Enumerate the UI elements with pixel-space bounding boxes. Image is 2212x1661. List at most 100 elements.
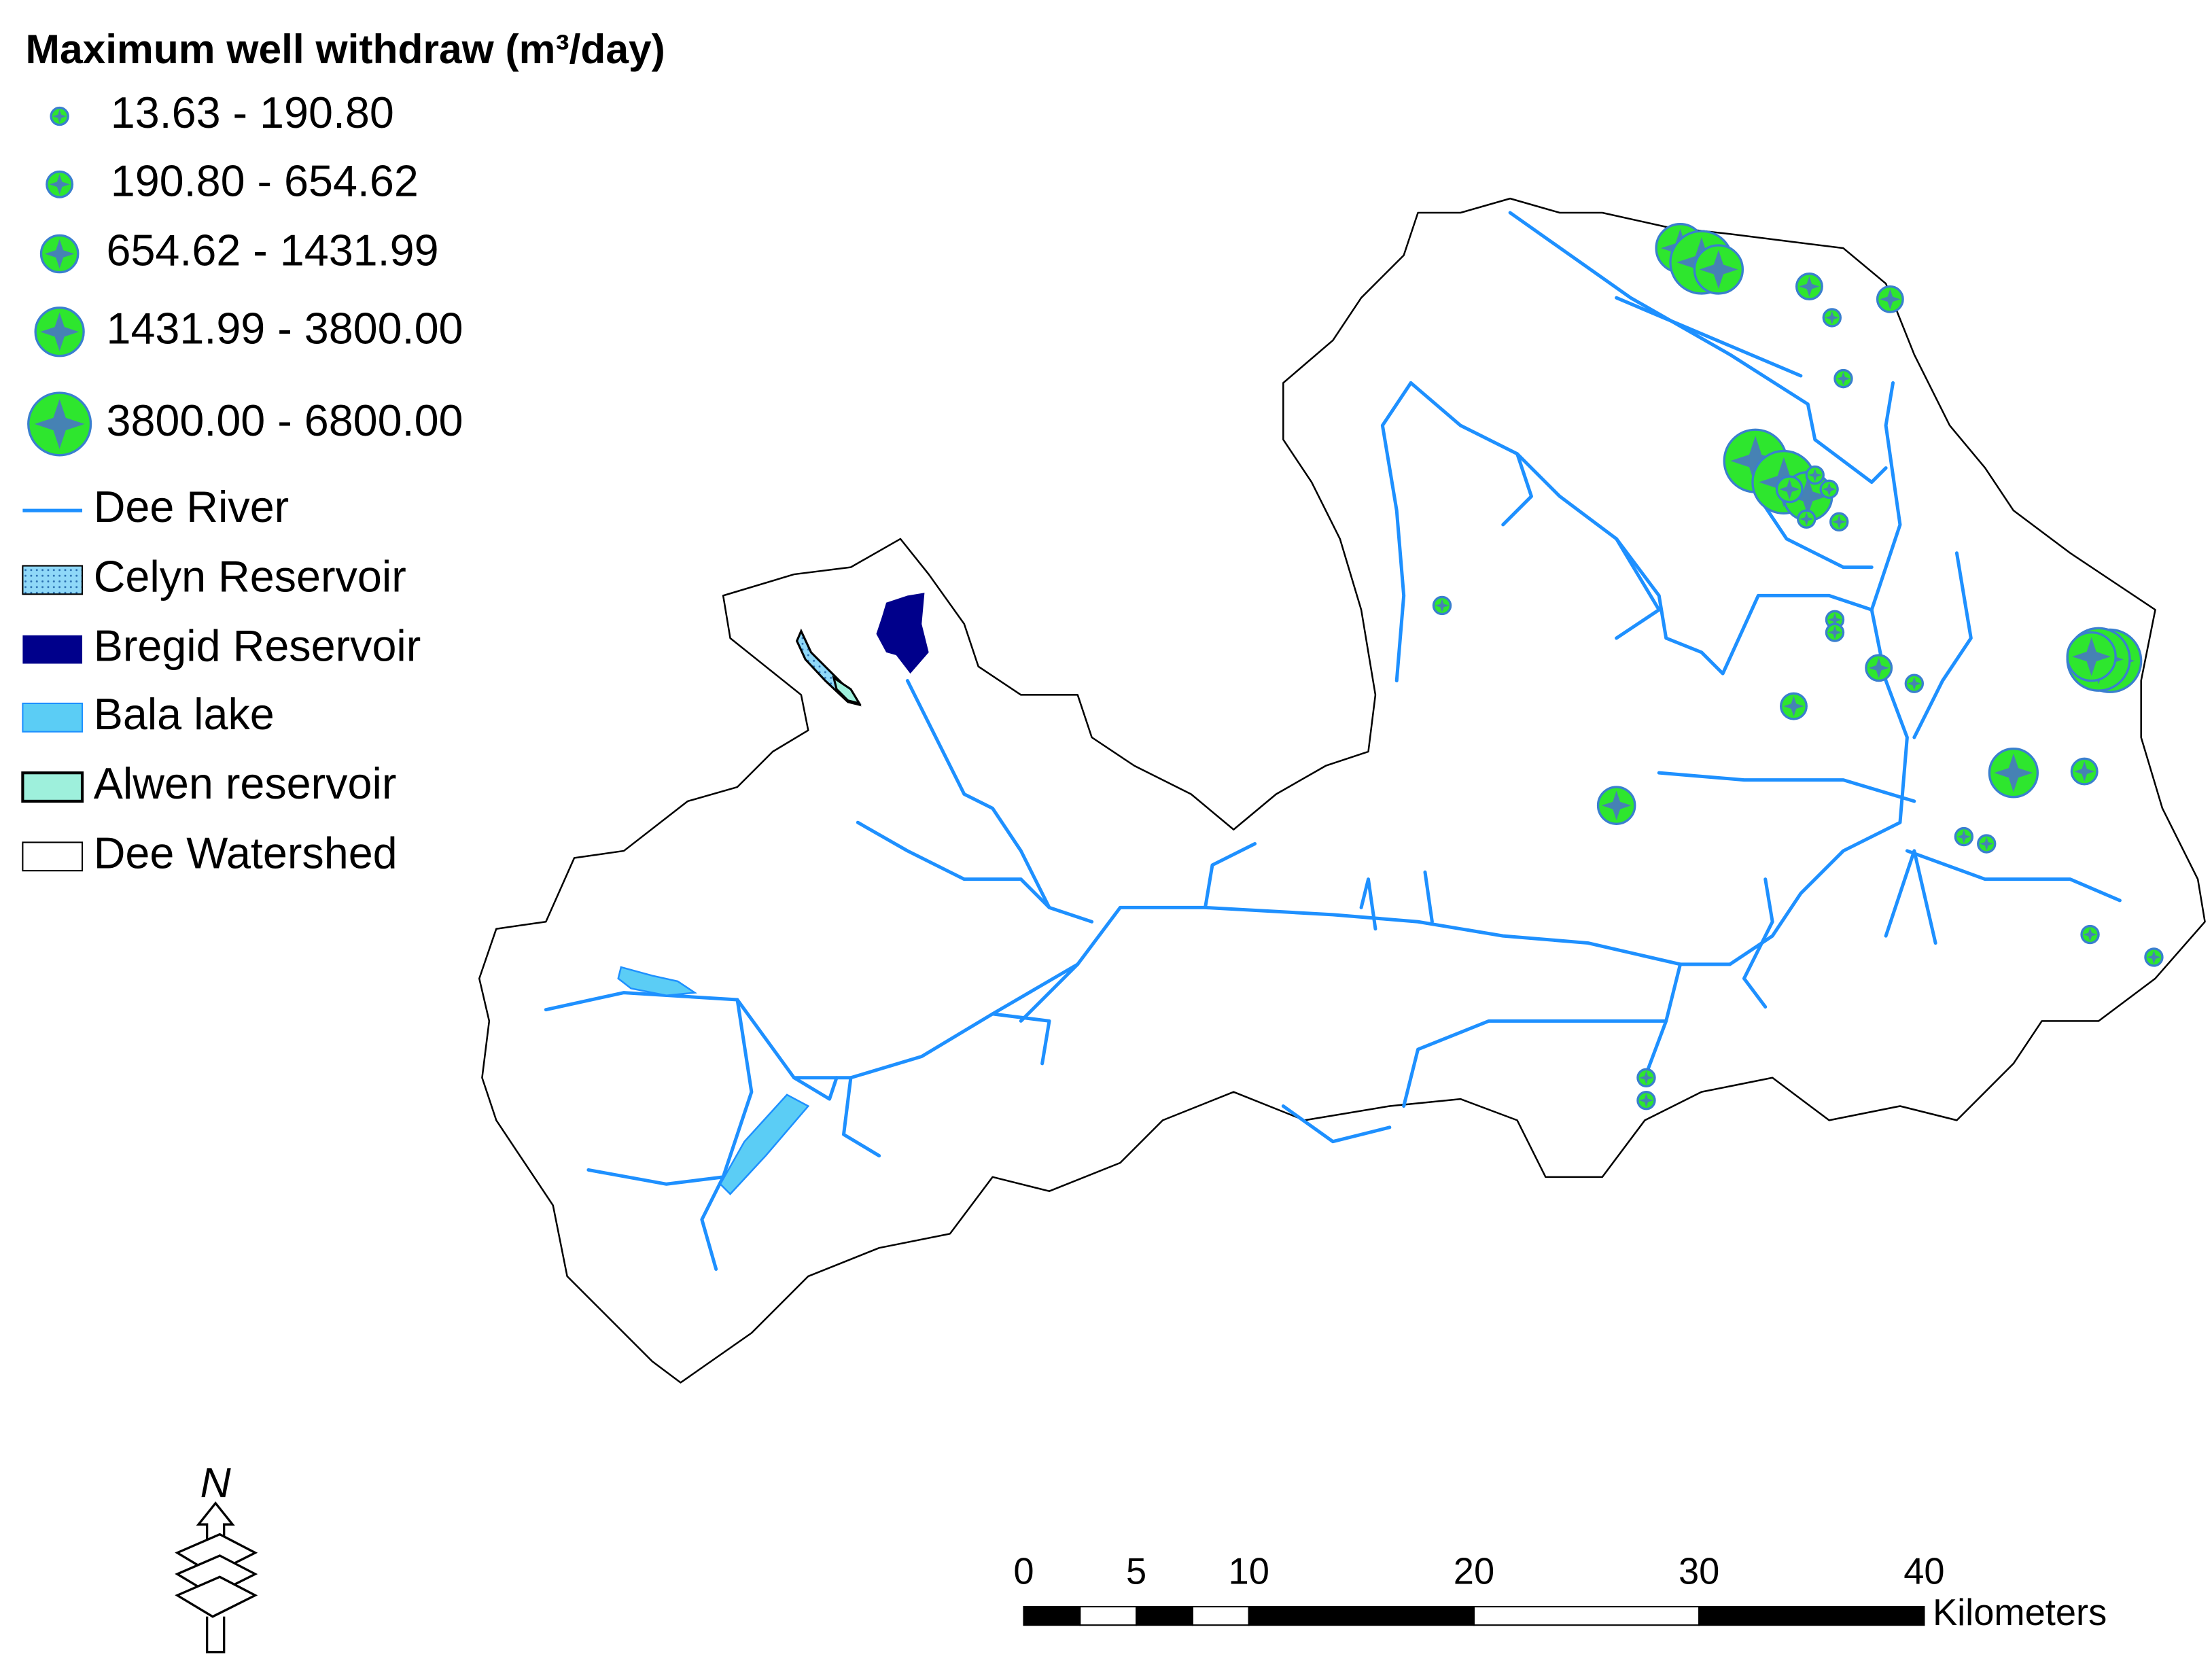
well-star — [1808, 468, 1822, 483]
well-star — [1788, 476, 1827, 516]
scale-segment — [1191, 1606, 1250, 1626]
well — [1775, 475, 1804, 504]
legend-label: Dee Watershed — [94, 828, 398, 877]
legend-label: 1431.99 - 3800.00 — [106, 303, 463, 353]
legend-symbol — [50, 106, 69, 126]
legend-symbol — [27, 391, 92, 457]
well — [1432, 595, 1452, 616]
well-star — [1799, 276, 1820, 297]
well — [2066, 631, 2117, 682]
legend-label: 190.80 - 654.62 — [111, 156, 419, 205]
scale-segment — [1473, 1606, 1700, 1626]
legend-label: Bala lake — [94, 689, 275, 739]
well-star — [1827, 625, 1842, 640]
well-star — [1779, 478, 1800, 500]
dee-river — [544, 211, 2122, 1271]
scale-segment — [1248, 1606, 1475, 1626]
scale-segment — [1698, 1606, 1925, 1626]
bregid-reservoir — [876, 593, 929, 674]
legend-swatch — [22, 841, 84, 872]
well-star — [1836, 372, 1850, 386]
well-star — [1601, 790, 1632, 820]
wells — [1432, 223, 2164, 1111]
well-star — [1783, 696, 1804, 717]
well-star — [1827, 612, 1842, 627]
legend-label: Bregid Reservoir — [94, 621, 421, 671]
scale-tick-label: 30 — [1679, 1551, 1719, 1592]
north-label: N — [200, 1459, 232, 1507]
scale-tick-label: 40 — [1903, 1551, 1944, 1592]
well — [1819, 479, 1839, 500]
well-star — [2147, 950, 2161, 964]
well-star — [1822, 482, 1836, 496]
well — [1988, 748, 2039, 799]
well-star — [1639, 1070, 1653, 1085]
legend-symbol — [46, 170, 74, 198]
well-star — [52, 109, 67, 124]
basemap — [478, 197, 2206, 1384]
alwen-reservoir — [832, 675, 862, 705]
legend-label: Celyn Reservoir — [94, 551, 406, 601]
well — [1833, 368, 1853, 389]
well-star — [1435, 598, 1450, 612]
well-star — [1800, 512, 1814, 526]
well-star — [1825, 311, 1839, 325]
well-star — [1730, 436, 1780, 486]
well — [1954, 826, 1974, 847]
legend-swatch — [21, 771, 84, 803]
scale-tick-label: 5 — [1126, 1551, 1146, 1592]
well-star — [1907, 676, 1921, 690]
well-star — [40, 312, 80, 351]
scale-tick-label: 20 — [1454, 1551, 1494, 1592]
well — [1636, 1068, 1656, 1087]
well-star — [49, 174, 70, 195]
well — [1822, 308, 1842, 328]
legend-swatch — [22, 702, 84, 733]
well-star — [1868, 657, 1889, 678]
well-star — [2072, 637, 2111, 676]
north-arrow: N — [175, 1459, 258, 1654]
legend-swatch — [22, 635, 83, 664]
well-star — [1699, 250, 1738, 289]
legend-swatch — [22, 565, 84, 595]
scale-segment — [1079, 1606, 1138, 1626]
well — [1977, 834, 1997, 854]
well — [1596, 786, 1636, 825]
legend-symbol — [34, 307, 85, 357]
scale-tick-label: 0 — [1013, 1551, 1034, 1592]
well — [2070, 757, 2099, 786]
legend-label: 654.62 - 1431.99 — [106, 226, 438, 275]
well-star — [44, 239, 75, 269]
well — [1876, 285, 1904, 313]
well-star — [1994, 753, 2033, 792]
legend-label: 3800.00 - 6800.00 — [106, 396, 463, 445]
well — [1829, 512, 1849, 532]
well — [1636, 1090, 1656, 1111]
legend-title: Maximum well withdraw (m³/day) — [26, 26, 665, 72]
legend-label: 13.63 - 190.80 — [111, 88, 394, 137]
well — [1797, 509, 1816, 529]
dee-watershed — [478, 197, 2206, 1384]
legend-label: Dee River — [94, 482, 289, 531]
legend-symbol — [39, 234, 80, 274]
well — [1795, 273, 1823, 300]
well — [1825, 623, 1845, 642]
well-star — [1980, 837, 1994, 851]
scale-unit: Kilometers — [1933, 1592, 2107, 1633]
well — [2144, 947, 2164, 967]
well-star — [34, 399, 85, 449]
well — [1904, 674, 1925, 693]
scale-segment — [1136, 1606, 1193, 1626]
legend: Maximum well withdraw (m³/day) 13.63 - 1… — [21, 26, 665, 877]
well-star — [1880, 289, 1901, 310]
well — [1780, 692, 1808, 720]
well — [1805, 465, 1825, 485]
well-star — [2074, 761, 2095, 782]
well-star — [1639, 1094, 1653, 1108]
well — [1693, 244, 1744, 295]
well — [2080, 924, 2100, 945]
well-star — [2083, 928, 2097, 942]
